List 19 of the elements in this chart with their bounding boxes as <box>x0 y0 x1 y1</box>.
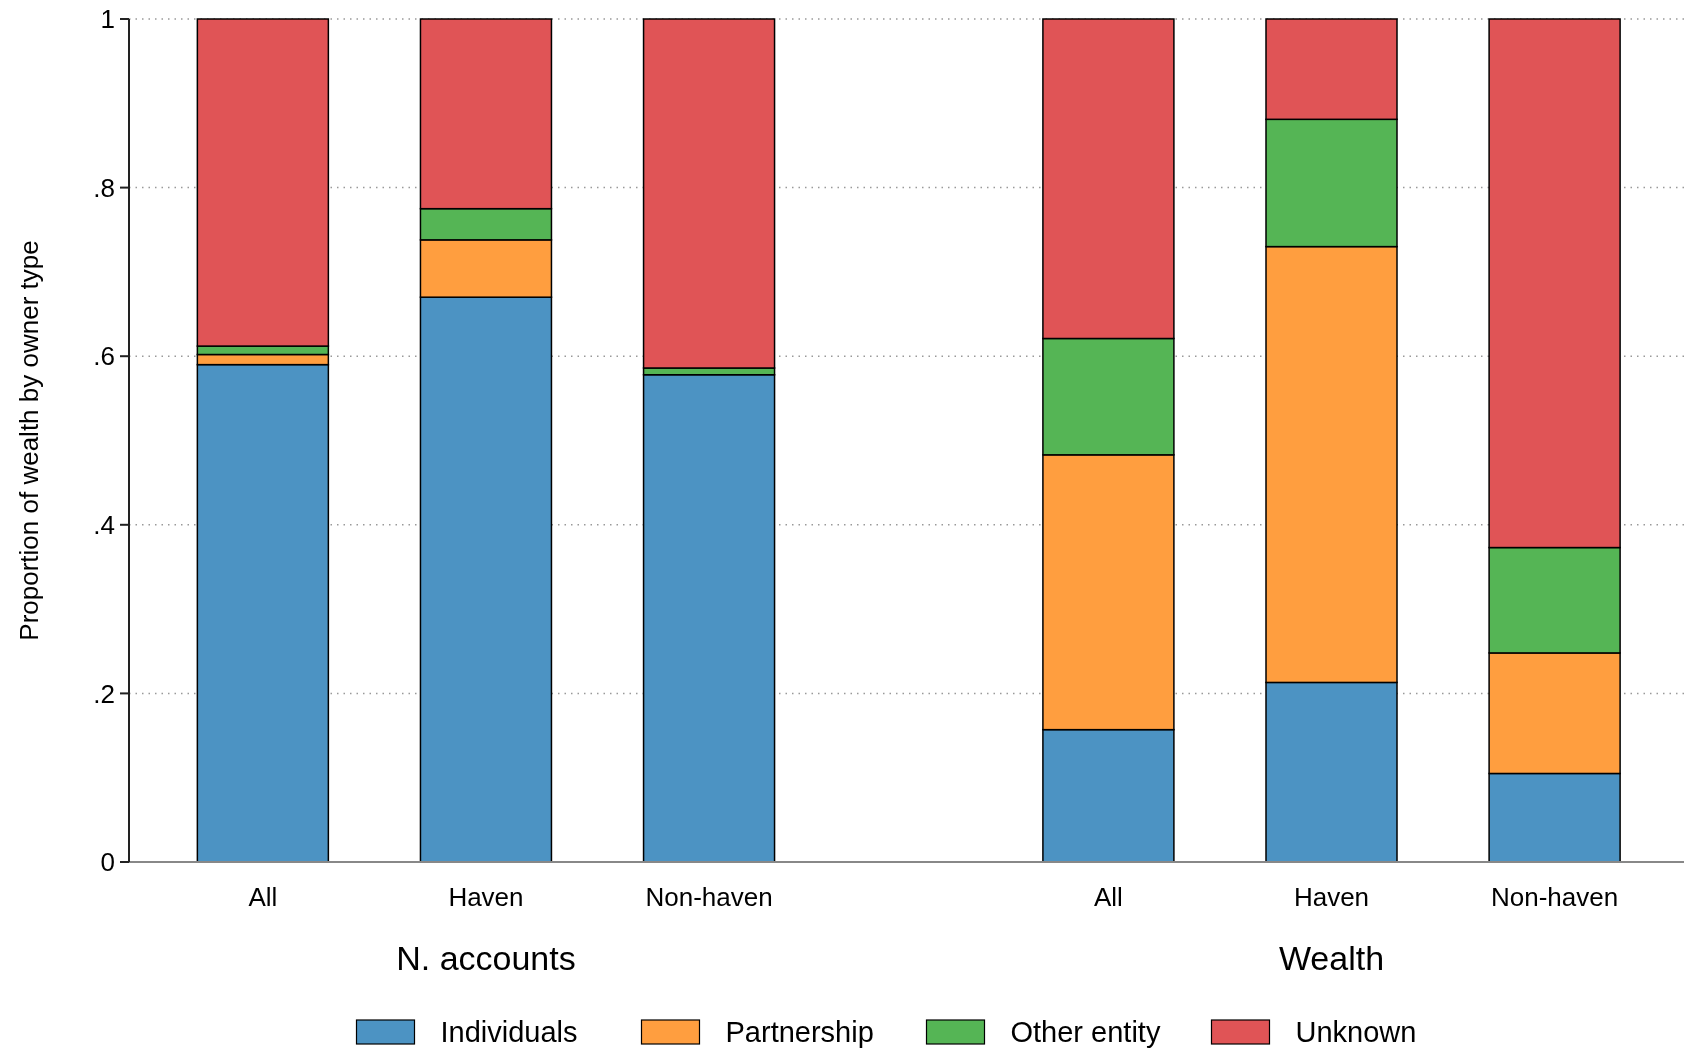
y-axis-title: Proportion of wealth by owner type <box>14 240 44 641</box>
legend-label: Other entity <box>1010 1016 1161 1049</box>
legend-label: Individuals <box>440 1016 578 1049</box>
x-tick-label: Haven <box>1293 882 1370 912</box>
y-tick-label: 0 <box>100 847 115 878</box>
legend-label: Unknown <box>1295 1016 1417 1049</box>
x-tick-label: All <box>1093 882 1123 912</box>
text: Wealth <box>1278 939 1385 977</box>
x-tick-label: Non-haven <box>1491 882 1619 912</box>
x-tick-label: All <box>248 882 278 912</box>
y-tick-label: 1 <box>100 4 115 35</box>
x-tick-label: Haven <box>448 882 524 912</box>
y-tick-label: .6 <box>93 341 115 372</box>
y-tick-label: .2 <box>93 678 115 709</box>
x-tick-label: Non-haven <box>645 882 773 912</box>
y-tick-label: .4 <box>93 509 115 540</box>
text: N. accounts <box>396 939 576 977</box>
legend-label: Partnership <box>725 1016 874 1049</box>
y-tick-label: .8 <box>93 172 115 203</box>
